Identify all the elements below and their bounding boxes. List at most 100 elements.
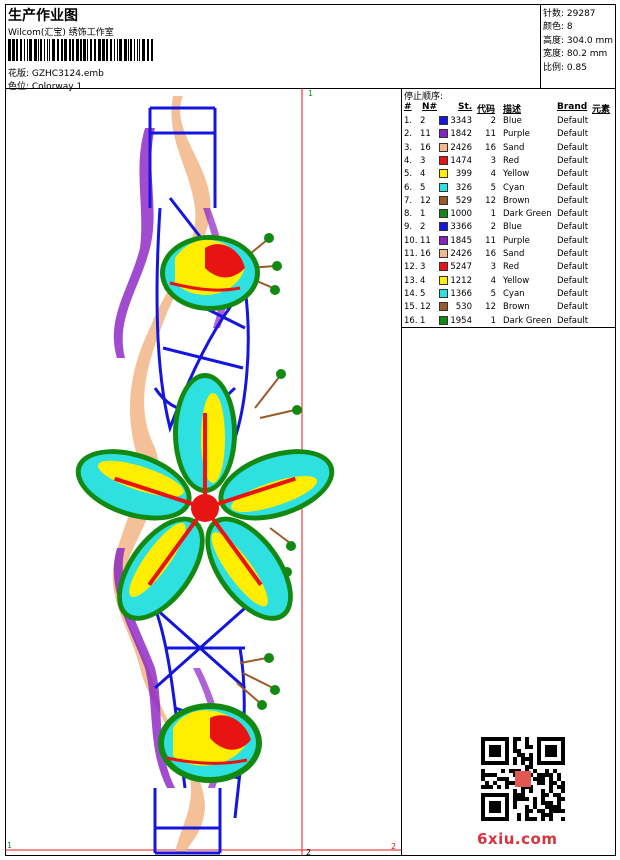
stop-row: 4. 3 1474 3 Red Default (402, 155, 616, 169)
stop-code: 1 (490, 315, 496, 326)
watermark-site: 6xiu.com (477, 830, 558, 848)
color-swatch (439, 262, 448, 272)
stop-needle: 1 (420, 315, 426, 326)
page-title: 生产作业图 (8, 8, 78, 24)
header-stitches: St. (458, 102, 473, 112)
stop-needle: 4 (420, 275, 426, 286)
stop-stitches: 1366 (450, 288, 472, 299)
stop-needle: 11 (420, 129, 431, 140)
stop-row: 10. 11 1845 11 Purple Default (402, 235, 616, 249)
stop-index: 2. (404, 129, 413, 140)
flower-stems (236, 239, 296, 704)
worksheet-frame (5, 4, 616, 856)
stop-brand: Default (557, 222, 589, 233)
stop-code: 11 (485, 129, 496, 140)
stop-needle: 12 (420, 302, 431, 313)
guide-label-top: 1 (308, 89, 313, 98)
guide-label-bottom-left: 1 (7, 841, 12, 850)
color-swatch (439, 209, 448, 219)
stop-needle: 12 (420, 195, 431, 206)
stop-stitches: 530 (455, 302, 472, 313)
color-swatch (439, 169, 448, 179)
stop-stitches: 1212 (450, 275, 472, 286)
stop-brand: Default (557, 129, 589, 140)
stop-description: Purple (503, 129, 530, 140)
stop-code: 11 (485, 235, 496, 246)
stop-index: 7. (404, 195, 413, 206)
stop-stitches: 1845 (450, 235, 472, 246)
design-scale: 比例: 0.85 (543, 63, 587, 73)
color-swatch (439, 249, 448, 258)
stop-code: 5 (490, 182, 496, 193)
stop-brand: Default (557, 315, 589, 326)
color-swatch (439, 288, 448, 298)
stop-code: 5 (490, 288, 496, 299)
design-preview: 1 1 2 2 (5, 88, 402, 856)
stop-code: 1 (490, 209, 496, 220)
stop-needle: 16 (420, 249, 431, 259)
stop-description: Cyan (503, 182, 525, 193)
stop-index: 8. (404, 209, 413, 220)
stop-row: 15. 12 530 12 Brown Default (402, 302, 616, 315)
top-tulip (160, 235, 260, 311)
central-flower (75, 373, 335, 621)
stop-code: 16 (485, 142, 496, 153)
stop-description: Sand (503, 142, 525, 153)
color-swatch (439, 129, 448, 139)
stop-description: Blue (503, 116, 522, 126)
stop-row: 3. 16 2426 16 Sand Default (402, 142, 616, 156)
stop-needle: 3 (420, 155, 426, 166)
stop-row: 1. 2 3343 2 Blue Default (402, 116, 616, 129)
stop-brand: Default (557, 302, 589, 313)
header-element: 元素 (592, 105, 611, 115)
color-swatch (439, 275, 448, 285)
stop-description: Blue (503, 222, 522, 233)
color-swatch (439, 142, 448, 152)
stop-brand: Default (557, 275, 589, 286)
stop-stitches: 1842 (450, 129, 472, 140)
stop-needle: 4 (420, 169, 426, 180)
stop-needle: 11 (420, 235, 431, 246)
stop-brand: Default (557, 195, 589, 206)
stop-needle: 2 (420, 222, 426, 233)
stop-description: Dark Green (503, 209, 552, 220)
color-swatch (439, 155, 448, 165)
qr-code-image (481, 737, 565, 821)
stop-brand: Default (557, 288, 589, 299)
stop-brand: Default (557, 155, 589, 166)
guide-label-bottom-mid: 2 (306, 848, 311, 856)
stop-stitches: 326 (455, 182, 472, 193)
stop-needle: 5 (420, 182, 426, 193)
stop-brand: Default (557, 262, 589, 273)
header-description: 描述 (503, 105, 522, 115)
stop-row: 2. 11 1842 11 Purple Default (402, 129, 616, 142)
stop-index: 3. (404, 142, 413, 153)
stop-row: 11. 16 2426 16 Sand Default (402, 249, 616, 262)
stop-code: 2 (490, 222, 496, 233)
stop-code: 16 (485, 249, 496, 259)
stop-row: 6. 5 326 5 Cyan Default (402, 182, 616, 196)
stop-index: 5. (404, 169, 413, 180)
color-swatch (439, 182, 448, 192)
stop-row: 12. 3 5247 3 Red Default (402, 262, 616, 275)
stop-description: Brown (503, 302, 530, 313)
stop-code: 3 (490, 155, 496, 166)
header-index: # (404, 102, 412, 112)
stop-index: 4. (404, 155, 413, 166)
stop-index: 9. (404, 222, 413, 233)
color-count: 颜色: 8 (543, 22, 573, 32)
stops-table-header: # N# St. 代码 描述 Brand 元素 (402, 102, 616, 115)
stop-stitches: 1474 (450, 155, 472, 166)
color-swatch (439, 116, 448, 125)
header-code: 代码 (477, 105, 496, 115)
stop-description: Red (503, 155, 520, 166)
company-name: Wilcom(汇宝) 绣饰工作室 (8, 28, 114, 38)
stop-index: 6. (404, 182, 413, 193)
design-width: 宽度: 80.2 mm (543, 49, 608, 59)
stop-needle: 3 (420, 262, 426, 273)
stop-code: 12 (485, 302, 496, 313)
stop-code: 3 (490, 262, 496, 273)
stop-index: 10. (404, 235, 418, 246)
stitch-count: 针数: 29287 (543, 9, 596, 19)
stop-sequence-panel: 停止顺序: # N# St. 代码 描述 Brand 元素 1. 2 3343 2 Bl… (402, 88, 616, 328)
